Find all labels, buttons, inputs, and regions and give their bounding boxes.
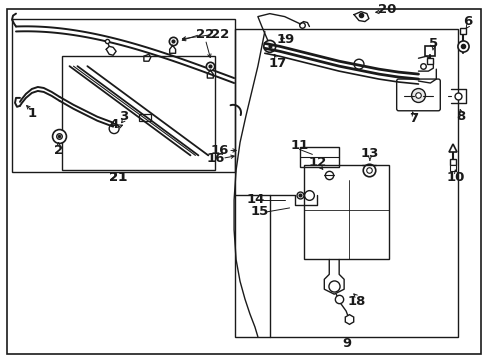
- Text: 4: 4: [109, 118, 119, 131]
- Bar: [235, 30, 457, 337]
- Bar: [12, 19, 235, 172]
- Text: 17: 17: [268, 57, 286, 70]
- Text: 1: 1: [27, 107, 36, 120]
- Text: 10: 10: [446, 171, 465, 184]
- Text: 20: 20: [377, 3, 395, 16]
- Bar: [304, 165, 388, 260]
- Text: 18: 18: [347, 294, 366, 307]
- Circle shape: [353, 59, 363, 69]
- Text: 9: 9: [342, 337, 351, 350]
- Text: 22: 22: [211, 28, 229, 41]
- Bar: [299, 148, 339, 167]
- Bar: [139, 114, 150, 121]
- Bar: [61, 56, 215, 170]
- Text: 16: 16: [211, 144, 229, 157]
- Text: 11: 11: [290, 139, 308, 152]
- Text: 21: 21: [109, 171, 127, 184]
- Circle shape: [109, 124, 119, 134]
- Text: 2: 2: [54, 144, 63, 157]
- Text: 3: 3: [119, 110, 128, 123]
- Text: 16: 16: [205, 152, 224, 165]
- FancyBboxPatch shape: [396, 79, 439, 111]
- Text: 14: 14: [246, 193, 264, 207]
- Text: 12: 12: [307, 156, 326, 169]
- Text: 7: 7: [408, 112, 417, 125]
- Text: 5: 5: [428, 37, 437, 50]
- Text: 6: 6: [463, 15, 472, 28]
- Text: 15: 15: [250, 206, 268, 219]
- Text: 22: 22: [196, 28, 214, 41]
- Text: 13: 13: [360, 147, 378, 160]
- Text: 21: 21: [109, 171, 127, 184]
- Text: 19: 19: [276, 33, 294, 46]
- Circle shape: [264, 40, 275, 52]
- Text: 8: 8: [456, 110, 465, 123]
